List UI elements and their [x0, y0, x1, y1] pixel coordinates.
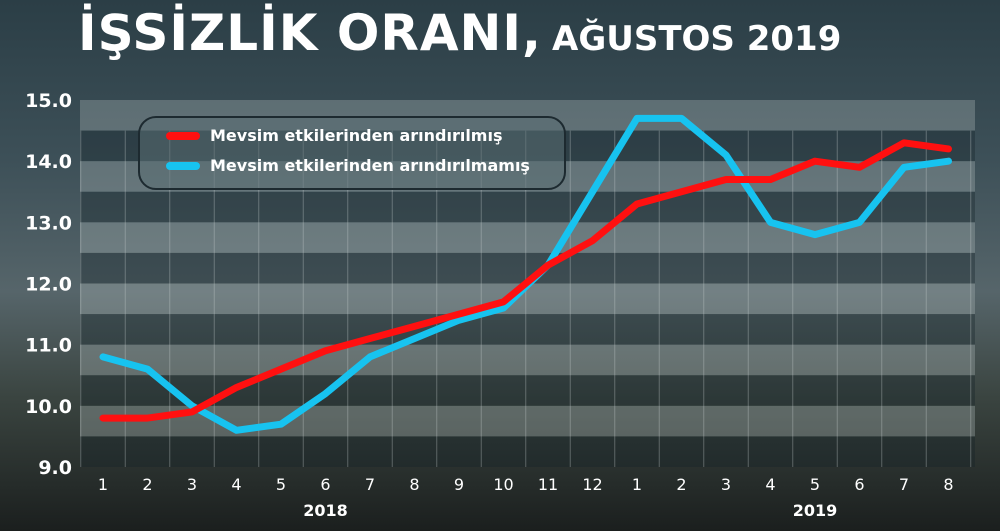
x-tick-label: 3 [721, 475, 731, 494]
x-tick-label: 11 [538, 475, 558, 494]
x-tick-label: 1 [98, 475, 108, 494]
legend-item-nsa: Mevsim etkilerinden arındırılmamış [166, 156, 530, 175]
x-tick-label: 12 [582, 475, 602, 494]
grid-band [80, 405, 975, 437]
x-tick-label: 10 [493, 475, 513, 494]
x-tick-label: 8 [943, 475, 953, 494]
y-tick-label: 13.0 [25, 212, 72, 234]
x-tick-label: 5 [810, 475, 820, 494]
y-tick-label: 15.0 [25, 90, 72, 112]
x-tick-label: 6 [854, 475, 864, 494]
grid-band [80, 222, 975, 253]
x-tick-label: 8 [409, 475, 419, 494]
x-tick-label: 3 [187, 475, 197, 494]
x-tick-label: 2 [142, 475, 152, 494]
grid-band [80, 314, 975, 345]
x-tick-label: 7 [899, 475, 909, 494]
legend-swatch [166, 161, 200, 170]
legend-item-sa: Mevsim etkilerinden arındırılmış [166, 126, 502, 145]
x-tick-label: 7 [365, 475, 375, 494]
year-label: 2019 [793, 501, 838, 520]
grid-band [80, 191, 975, 223]
grid-band [80, 344, 975, 376]
y-tick-label: 10.0 [25, 396, 72, 418]
x-tick-label: 1 [632, 475, 642, 494]
x-tick-label: 9 [454, 475, 464, 494]
y-tick-label: 14.0 [25, 151, 72, 173]
chart-title: İŞSİZLİK ORANI, AĞUSTOS 2019 [78, 4, 842, 62]
x-tick-label: 5 [276, 475, 286, 494]
y-tick-label: 9.0 [38, 457, 72, 479]
x-tick-label: 2 [676, 475, 686, 494]
x-tick-label: 4 [765, 475, 775, 494]
grid-band [80, 436, 975, 467]
y-tick-label: 11.0 [25, 335, 72, 357]
legend: Mevsim etkilerinden arındırılmış Mevsim … [138, 116, 566, 190]
x-tick-label: 4 [231, 475, 241, 494]
series-line-0 [99, 139, 952, 422]
legend-swatch [166, 131, 200, 140]
x-tick-label: 6 [320, 475, 330, 494]
year-label: 2018 [303, 501, 348, 520]
y-tick-label: 12.0 [25, 274, 72, 296]
